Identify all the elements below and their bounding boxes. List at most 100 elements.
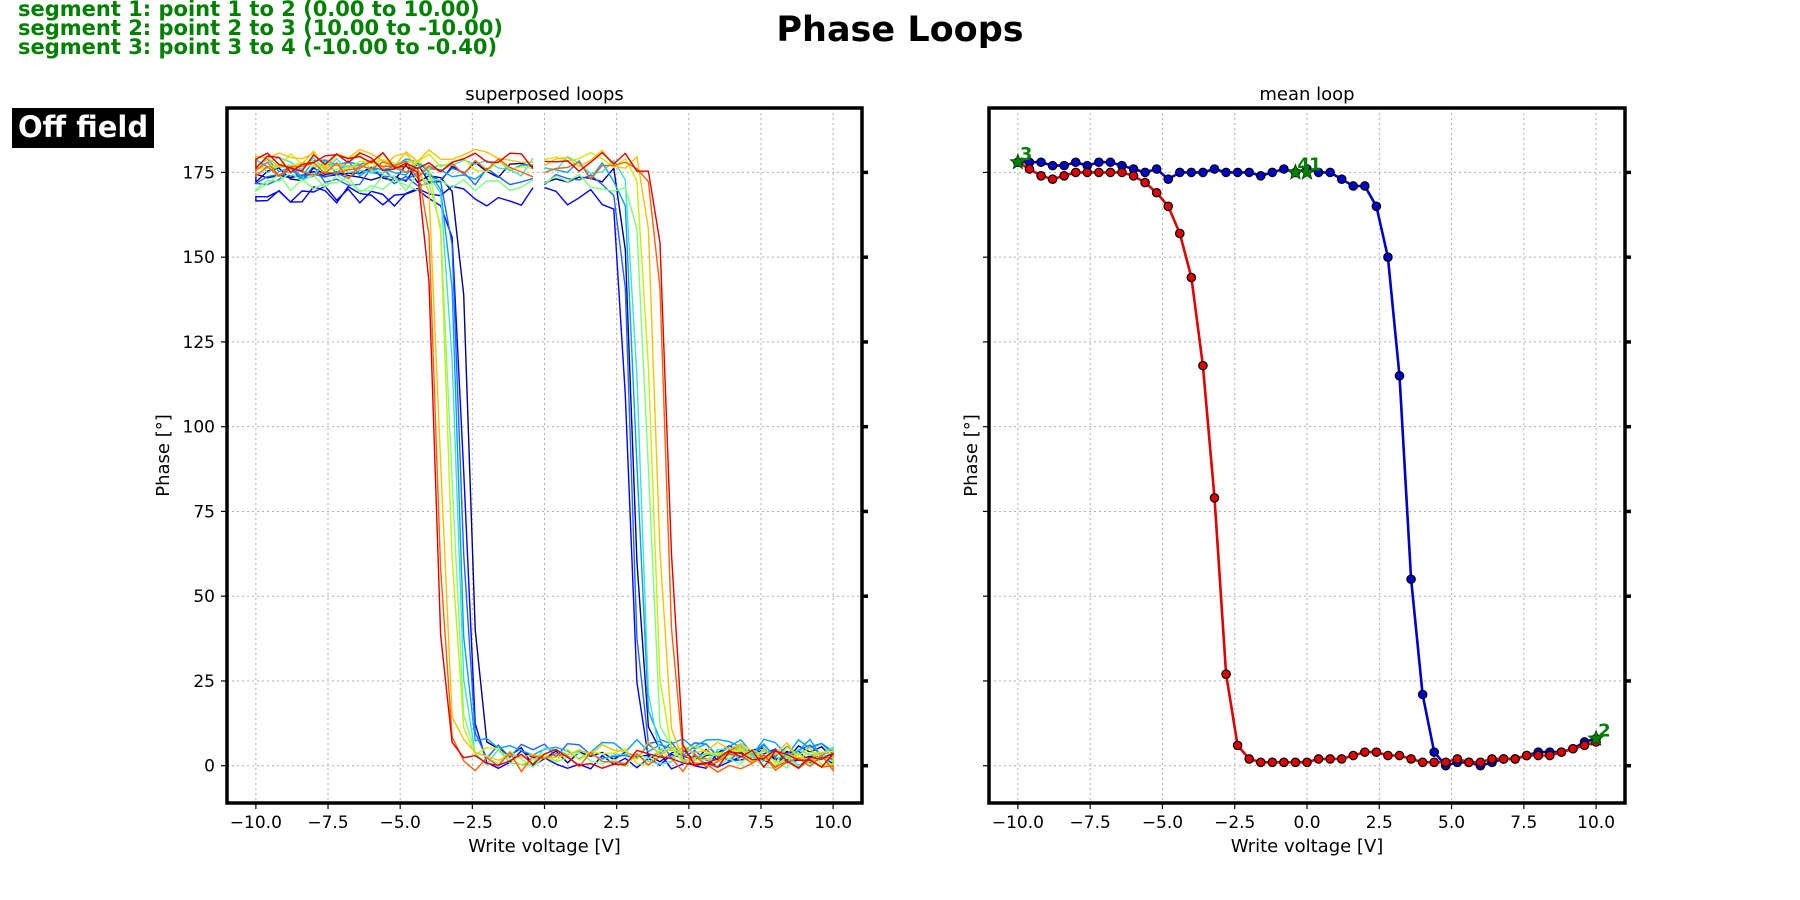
forward-point — [1348, 181, 1359, 191]
forward-point — [1140, 167, 1150, 178]
reverse-point — [1094, 167, 1104, 178]
forward-point — [1325, 167, 1335, 178]
x-axis-label: Write voltage [V] — [1231, 836, 1384, 857]
reverse-point — [1186, 272, 1197, 283]
forward-point — [1429, 747, 1439, 757]
reverse-point — [1556, 747, 1567, 757]
loop-series-6 — [255, 171, 834, 770]
point-marker-star-4 — [1286, 163, 1305, 180]
y-tick-label: 25 — [193, 672, 215, 692]
reverse-point — [1175, 228, 1185, 239]
forward-point — [1313, 167, 1324, 178]
reverse-point — [1232, 740, 1243, 751]
reverse-point — [1336, 754, 1347, 764]
forward-point — [1163, 174, 1174, 184]
panel-title: superposed loops — [465, 84, 624, 105]
y-tick-label: 50 — [193, 587, 215, 607]
reverse-point — [1302, 757, 1312, 768]
point-label-1: 1 — [1309, 154, 1322, 175]
reverse-point — [1545, 750, 1555, 761]
x-tick-label: −7.5 — [1070, 813, 1111, 833]
forward-point — [1417, 689, 1428, 700]
reverse-point — [1440, 757, 1451, 768]
x-tick-label: 2.5 — [603, 813, 630, 833]
x-tick-label: −5.0 — [1142, 813, 1183, 833]
segment-label-2: segment 2: point 2 to 3 (10.00 to -10.00… — [18, 16, 503, 40]
reverse-point — [1047, 174, 1058, 184]
loop-series-9 — [255, 157, 834, 773]
x-axis-label: Write voltage [V] — [468, 836, 621, 857]
reverse-point — [1429, 757, 1439, 768]
forward-point — [1198, 167, 1208, 178]
mean-loop-panel: −10.0 −7.5 −5.0 −2.5 0.0 2.5 5.0 7.5 10.0 Write v… — [961, 84, 1631, 857]
forward-point — [1336, 174, 1347, 184]
forward-point — [1175, 167, 1185, 178]
reverse-point — [1313, 754, 1324, 764]
axes-frame — [987, 106, 1627, 805]
x-tick-label: −10.0 — [992, 813, 1044, 833]
reverse-point — [1255, 757, 1266, 768]
y-tick-label: 125 — [183, 333, 215, 353]
segment-list: segment 1: point 1 to 2 (0.00 to 10.00) … — [18, 0, 503, 59]
reverse-point — [1036, 171, 1046, 181]
reverse-point — [1244, 754, 1254, 764]
forward-point — [1059, 160, 1069, 171]
forward-point — [1394, 371, 1405, 381]
y-axis-label: Phase [°] — [961, 414, 982, 497]
reverse-point — [1279, 757, 1289, 768]
x-tick-label: −2.5 — [1214, 813, 1255, 833]
forward-point — [1244, 167, 1254, 178]
reverse-point — [1579, 740, 1590, 751]
y-tick-label: 100 — [183, 418, 215, 438]
reverse-point — [1568, 743, 1578, 754]
reverse-point — [1059, 171, 1069, 181]
reverse-point — [1163, 201, 1174, 212]
x-tick-label: −10.0 — [230, 813, 282, 833]
reverse-point — [1475, 757, 1486, 768]
x-tick-label: 0.0 — [1293, 813, 1320, 833]
forward-point — [1209, 164, 1220, 174]
reverse-point — [1348, 750, 1359, 761]
forward-point — [1036, 157, 1046, 168]
point-label-3: 3 — [1020, 144, 1033, 165]
reverse-point — [1151, 187, 1162, 198]
y-tick-label: 75 — [193, 502, 215, 522]
loop-series-10 — [255, 151, 834, 769]
reverse-point — [1267, 757, 1278, 768]
y-tick-label: 0 — [204, 757, 215, 777]
reverse-branch-line — [1017, 161, 1597, 764]
reverse-point — [1406, 754, 1416, 764]
forward-point — [1070, 157, 1081, 168]
x-tick-label: 0.0 — [531, 813, 558, 833]
reverse-point — [1533, 750, 1544, 761]
x-tick-label: −5.0 — [380, 813, 421, 833]
x-tick-label: 5.0 — [1438, 813, 1465, 833]
reverse-point — [1209, 493, 1220, 503]
point-marker-star-2 — [1587, 729, 1605, 747]
axes-frame — [225, 106, 864, 805]
forward-point — [1360, 181, 1370, 191]
reverse-point — [1221, 669, 1231, 679]
forward-point — [1105, 157, 1116, 168]
superposed-loops-panel: −10.0 −7.5 −5.0 −2.5 0.0 2.5 5.0 7.5 10.0 0 25 50 75… — [153, 84, 868, 857]
forward-point — [1094, 157, 1104, 168]
reverse-point — [1510, 754, 1520, 764]
x-tick-label: 10.0 — [1577, 813, 1615, 833]
reverse-point — [1417, 757, 1428, 768]
forward-point — [1255, 171, 1266, 181]
y-tick-label: 175 — [183, 163, 215, 183]
reverse-point — [1140, 177, 1150, 188]
forward-point — [1232, 167, 1243, 178]
off-field-badge: Off field — [12, 108, 155, 148]
reverse-point — [1024, 164, 1035, 174]
plot-area — [253, 148, 834, 773]
x-tick-label: 5.0 — [675, 813, 702, 833]
reverse-point — [1464, 757, 1474, 768]
forward-point — [1221, 167, 1231, 178]
reverse-point — [1371, 747, 1382, 757]
segment-label-3: segment 3: point 3 to 4 (-10.00 to -0.40… — [18, 35, 498, 59]
reverse-point — [1498, 754, 1509, 764]
figure-title: Phase Loops — [776, 10, 1024, 50]
reverse-point — [1105, 167, 1116, 178]
x-tick-label: 7.5 — [747, 813, 774, 833]
